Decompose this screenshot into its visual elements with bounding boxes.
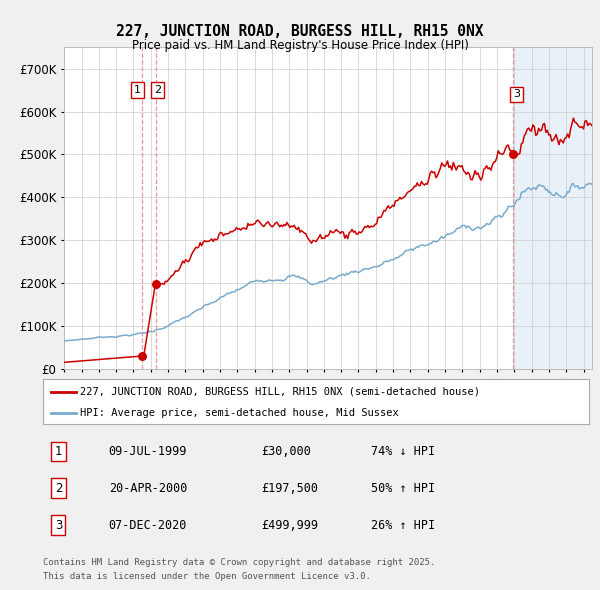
Text: This data is licensed under the Open Government Licence v3.0.: This data is licensed under the Open Gov… <box>43 572 371 581</box>
Text: Price paid vs. HM Land Registry's House Price Index (HPI): Price paid vs. HM Land Registry's House … <box>131 39 469 52</box>
Text: £499,999: £499,999 <box>262 519 319 532</box>
Text: £30,000: £30,000 <box>262 445 311 458</box>
Text: 50% ↑ HPI: 50% ↑ HPI <box>371 481 435 495</box>
Text: 20-APR-2000: 20-APR-2000 <box>109 481 187 495</box>
Text: 227, JUNCTION ROAD, BURGESS HILL, RH15 0NX: 227, JUNCTION ROAD, BURGESS HILL, RH15 0… <box>116 24 484 38</box>
Text: 07-DEC-2020: 07-DEC-2020 <box>109 519 187 532</box>
Point <box>137 351 147 360</box>
Text: HPI: Average price, semi-detached house, Mid Sussex: HPI: Average price, semi-detached house,… <box>80 408 399 418</box>
Text: £197,500: £197,500 <box>262 481 319 495</box>
Text: 09-JUL-1999: 09-JUL-1999 <box>109 445 187 458</box>
Text: 3: 3 <box>513 89 520 99</box>
Text: 26% ↑ HPI: 26% ↑ HPI <box>371 519 435 532</box>
Text: 3: 3 <box>55 519 62 532</box>
Bar <box>513 47 592 369</box>
Text: 74% ↓ HPI: 74% ↓ HPI <box>371 445 435 458</box>
Text: 2: 2 <box>154 85 161 95</box>
Text: 1: 1 <box>55 445 62 458</box>
Text: 227, JUNCTION ROAD, BURGESS HILL, RH15 0NX (semi-detached house): 227, JUNCTION ROAD, BURGESS HILL, RH15 0… <box>80 387 481 396</box>
Text: 2: 2 <box>55 481 62 495</box>
Point <box>508 150 518 159</box>
Point <box>151 279 161 289</box>
Text: 1: 1 <box>134 85 141 95</box>
Text: Contains HM Land Registry data © Crown copyright and database right 2025.: Contains HM Land Registry data © Crown c… <box>43 558 436 567</box>
